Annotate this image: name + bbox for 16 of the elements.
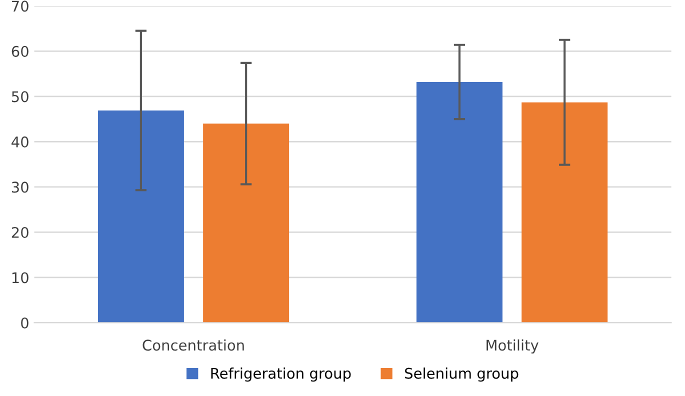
bar [416,82,502,323]
y-tick-label: 20 [12,226,28,238]
y-tick-label: 40 [12,136,28,148]
bar [203,124,290,323]
y-tick-label: 60 [12,46,28,57]
y-tick-label: 70 [12,0,28,12]
y-tick-label: 0 [21,317,28,328]
legend-label: Selenium group [405,368,518,382]
legend-label: Refrigeration group [211,368,351,382]
y-tick-label: 50 [12,91,28,102]
y-tick-label: 30 [12,182,28,193]
x-tick-label: Motility [486,339,538,354]
x-tick-label: Concentration [142,339,244,351]
bar [98,110,184,323]
y-tick-label: 10 [12,272,28,284]
bar [522,102,608,323]
